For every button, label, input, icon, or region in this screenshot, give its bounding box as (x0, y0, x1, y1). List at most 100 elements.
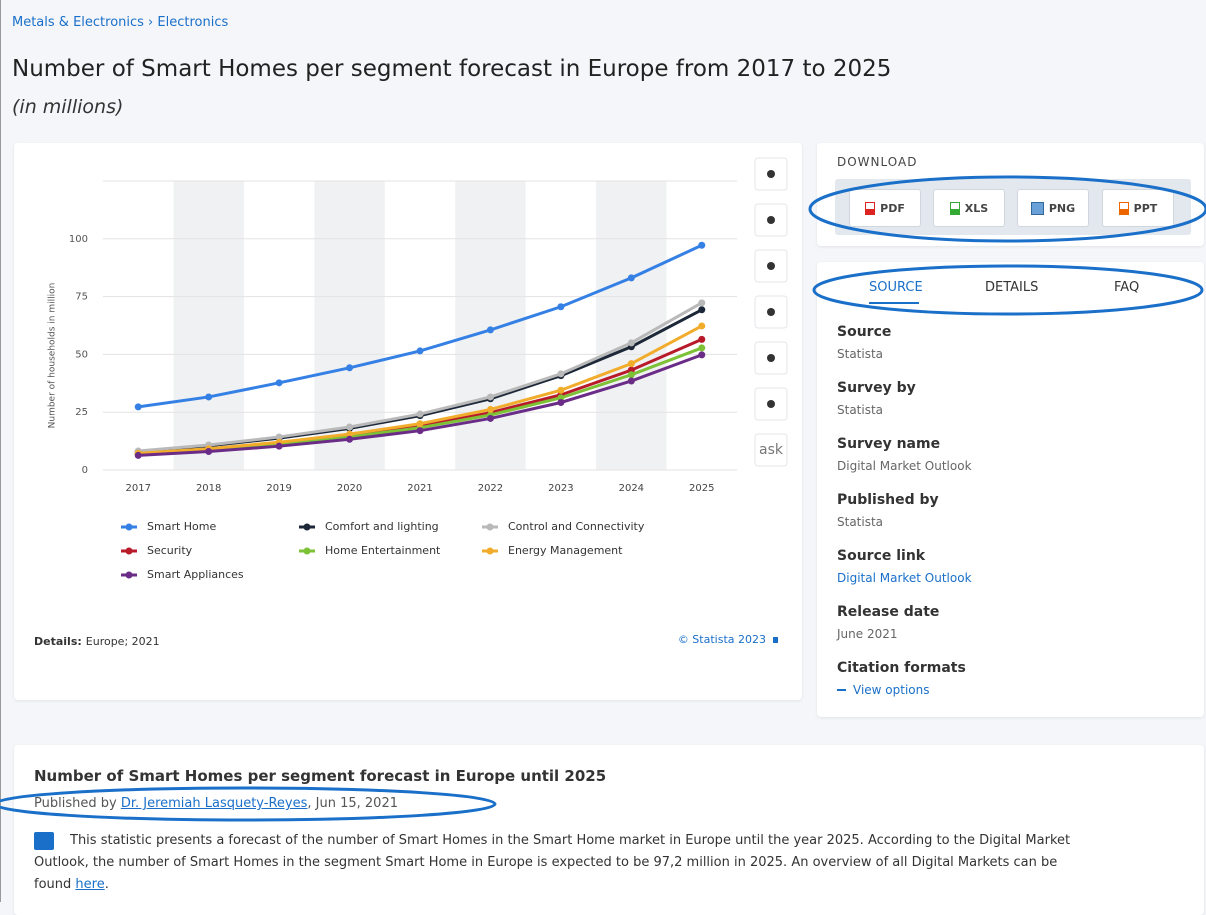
source-value: Statista (837, 403, 883, 417)
tab[interactable]: SOURCE (869, 280, 923, 295)
tab[interactable]: FAQ (1114, 280, 1140, 295)
data-point (557, 398, 565, 406)
button-label: PNG (1048, 201, 1076, 215)
data-point (205, 448, 213, 456)
data-point (698, 335, 706, 343)
legend-swatch (125, 571, 133, 579)
data-point (627, 339, 635, 347)
body-end: . (104, 877, 109, 892)
toolbar-icon (767, 354, 775, 362)
legend-swatch (486, 547, 494, 555)
byline-prefix: Published by (34, 796, 117, 811)
details-value: Europe; 2021 (86, 635, 160, 648)
page-title: Number of Smart Homes per segment foreca… (12, 56, 892, 82)
body-text: This statistic presents a forecast of th… (34, 833, 1071, 892)
data-point (698, 351, 706, 359)
legend-item: Home Entertainment (299, 544, 441, 557)
ask-label: ask (759, 442, 784, 458)
source-value: Statista (837, 347, 883, 361)
toolbar-icon (767, 400, 775, 408)
data-point (486, 414, 494, 422)
details-label: Details: (34, 635, 82, 648)
source-label: Release date (837, 604, 940, 620)
credit[interactable]: © Statista 2023 (678, 633, 766, 646)
legend-swatch (125, 547, 133, 555)
tab[interactable]: DETAILS (985, 280, 1039, 295)
credit-flag (773, 637, 778, 643)
legend-label: Smart Home (147, 520, 216, 533)
source-label: Source link (837, 548, 926, 564)
data-point (698, 322, 706, 330)
column-band (596, 181, 667, 470)
legend-item: Comfort and lighting (299, 520, 439, 533)
toolbar-icon (767, 262, 775, 270)
x-tick-label: 2017 (125, 483, 150, 494)
author-link[interactable]: Dr. Jeremiah Lasquety-Reyes (120, 796, 308, 811)
source-value-text: Statista (837, 347, 884, 361)
y-axis-label: Number of households in million (48, 283, 58, 429)
chart-card: 0 25 50 75 100 Number of households in millio… (14, 143, 802, 700)
column-band (455, 181, 526, 470)
legend-swatch (486, 523, 494, 531)
y-tick-label: 100 (69, 234, 88, 245)
legend-item: Energy Management (482, 544, 623, 557)
data-point (627, 371, 635, 379)
legend-item: Security (121, 544, 193, 557)
x-tick-label: 2023 (548, 483, 573, 494)
data-point (557, 370, 565, 378)
download-button[interactable]: PNG (1017, 189, 1089, 227)
data-point (627, 274, 635, 282)
source-value: Digital Market Outlook (837, 459, 972, 473)
source-value[interactable]: View options (837, 683, 930, 697)
legend-swatch (303, 523, 311, 531)
article-card: Number of Smart Homes per segment foreca… (14, 745, 1204, 915)
legend-item: Smart Home (121, 520, 216, 533)
source-value-text: Statista (837, 403, 884, 417)
data-point (416, 410, 424, 418)
x-tick-label: 2018 (196, 483, 221, 494)
data-point (275, 379, 283, 387)
source-value: Statista (837, 515, 883, 529)
article-byline: Published by Dr. Jeremiah Lasquety-Reyes… (34, 796, 398, 811)
download-card: DOWNLOAD PDF XLS PNG PPT (817, 143, 1204, 246)
download-button[interactable]: PPT (1102, 189, 1174, 227)
data-point (134, 403, 142, 411)
button-label: PPT (1133, 201, 1158, 215)
y-tick-label: 50 (75, 349, 88, 360)
toolbar-icon (767, 308, 775, 316)
breadcrumb-link[interactable]: Electronics (157, 15, 229, 30)
data-point (416, 427, 424, 435)
data-point (557, 386, 565, 394)
details: Details: Europe; 2021 (34, 635, 160, 648)
legend-label: Home Entertainment (325, 544, 441, 557)
source-value-text: View options (853, 683, 930, 697)
y-tick-label: 0 (82, 465, 88, 476)
data-point (698, 241, 706, 249)
data-point (275, 433, 283, 441)
toolbar-button[interactable] (754, 433, 788, 467)
data-point (416, 347, 424, 355)
x-tick-label: 2019 (266, 483, 291, 494)
breadcrumb-link[interactable]: Metals & Electronics (12, 15, 144, 30)
legend-label: Smart Appliances (147, 568, 244, 581)
stat-icon (34, 832, 54, 850)
toolbar-icon (767, 170, 775, 178)
data-point (134, 451, 142, 459)
data-point (346, 423, 354, 431)
x-tick-label: 2022 (478, 483, 503, 494)
download-button[interactable]: XLS (933, 189, 1005, 227)
data-point (205, 393, 213, 401)
download-button[interactable]: PDF (849, 189, 921, 227)
data-point (486, 393, 494, 401)
data-point (346, 430, 354, 438)
data-point (627, 377, 635, 385)
body-link[interactable]: here (75, 877, 105, 892)
source-label: Survey by (837, 380, 916, 396)
button-label: XLS (964, 201, 989, 215)
toolbar-icon (767, 216, 775, 224)
data-point (627, 360, 635, 368)
source-value[interactable]: Digital Market Outlook (837, 571, 972, 585)
source-value-text: Digital Market Outlook (837, 459, 972, 473)
source-label: Source (837, 324, 892, 340)
